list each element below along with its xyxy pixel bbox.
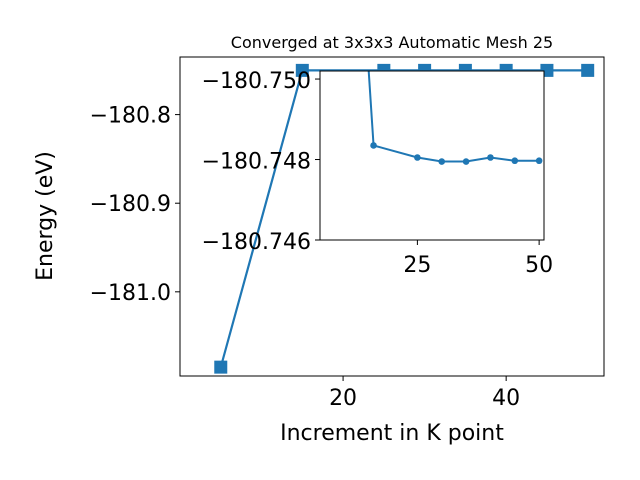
inset-y-tick-label: −180.746 (202, 230, 311, 255)
data-point-square (295, 63, 309, 77)
inset-x-tick-label: 25 (403, 253, 431, 278)
inset-data-point (414, 154, 421, 161)
inset-series-energy (367, 70, 543, 165)
x-tick-label: 40 (492, 386, 520, 411)
inset-plot-frame (319, 70, 545, 241)
data-point-square (214, 360, 228, 374)
series-line (219, 69, 588, 368)
x-axis-label: Increment in K point (280, 421, 504, 446)
inset-data-point (462, 158, 470, 165)
data-point-square (581, 63, 595, 77)
inset-chart: 25 50 −180.750 −180.748 −180.746 (202, 69, 554, 278)
inset-series-line (367, 70, 540, 163)
inset-data-point (438, 158, 446, 165)
inset-x-tick-label: 50 (525, 253, 553, 278)
inset-y-tick-label: −180.750 (202, 69, 311, 94)
inset-data-point (370, 142, 377, 149)
y-tick-label: −180.8 (90, 104, 171, 129)
inset-data-point (511, 157, 519, 165)
inset-data-point (487, 154, 494, 161)
main-plot-frame (179, 56, 605, 377)
chart-title: Converged at 3x3x3 Automatic Mesh 25 (231, 33, 553, 52)
inset-background (320, 71, 544, 240)
y-tick-label: −181.0 (90, 281, 171, 306)
inset-axis-ticks: 25 50 −180.750 −180.748 −180.746 (202, 69, 554, 278)
inset-data-point (535, 157, 543, 165)
main-axis-ticks: 20 40 −181.0 −180.9 −180.8 (90, 104, 521, 411)
y-axis-label: Energy (eV) (33, 151, 58, 281)
inset-y-tick-label: −180.748 (202, 150, 311, 175)
y-tick-label: −180.9 (90, 192, 171, 217)
x-tick-label: 20 (329, 386, 357, 411)
